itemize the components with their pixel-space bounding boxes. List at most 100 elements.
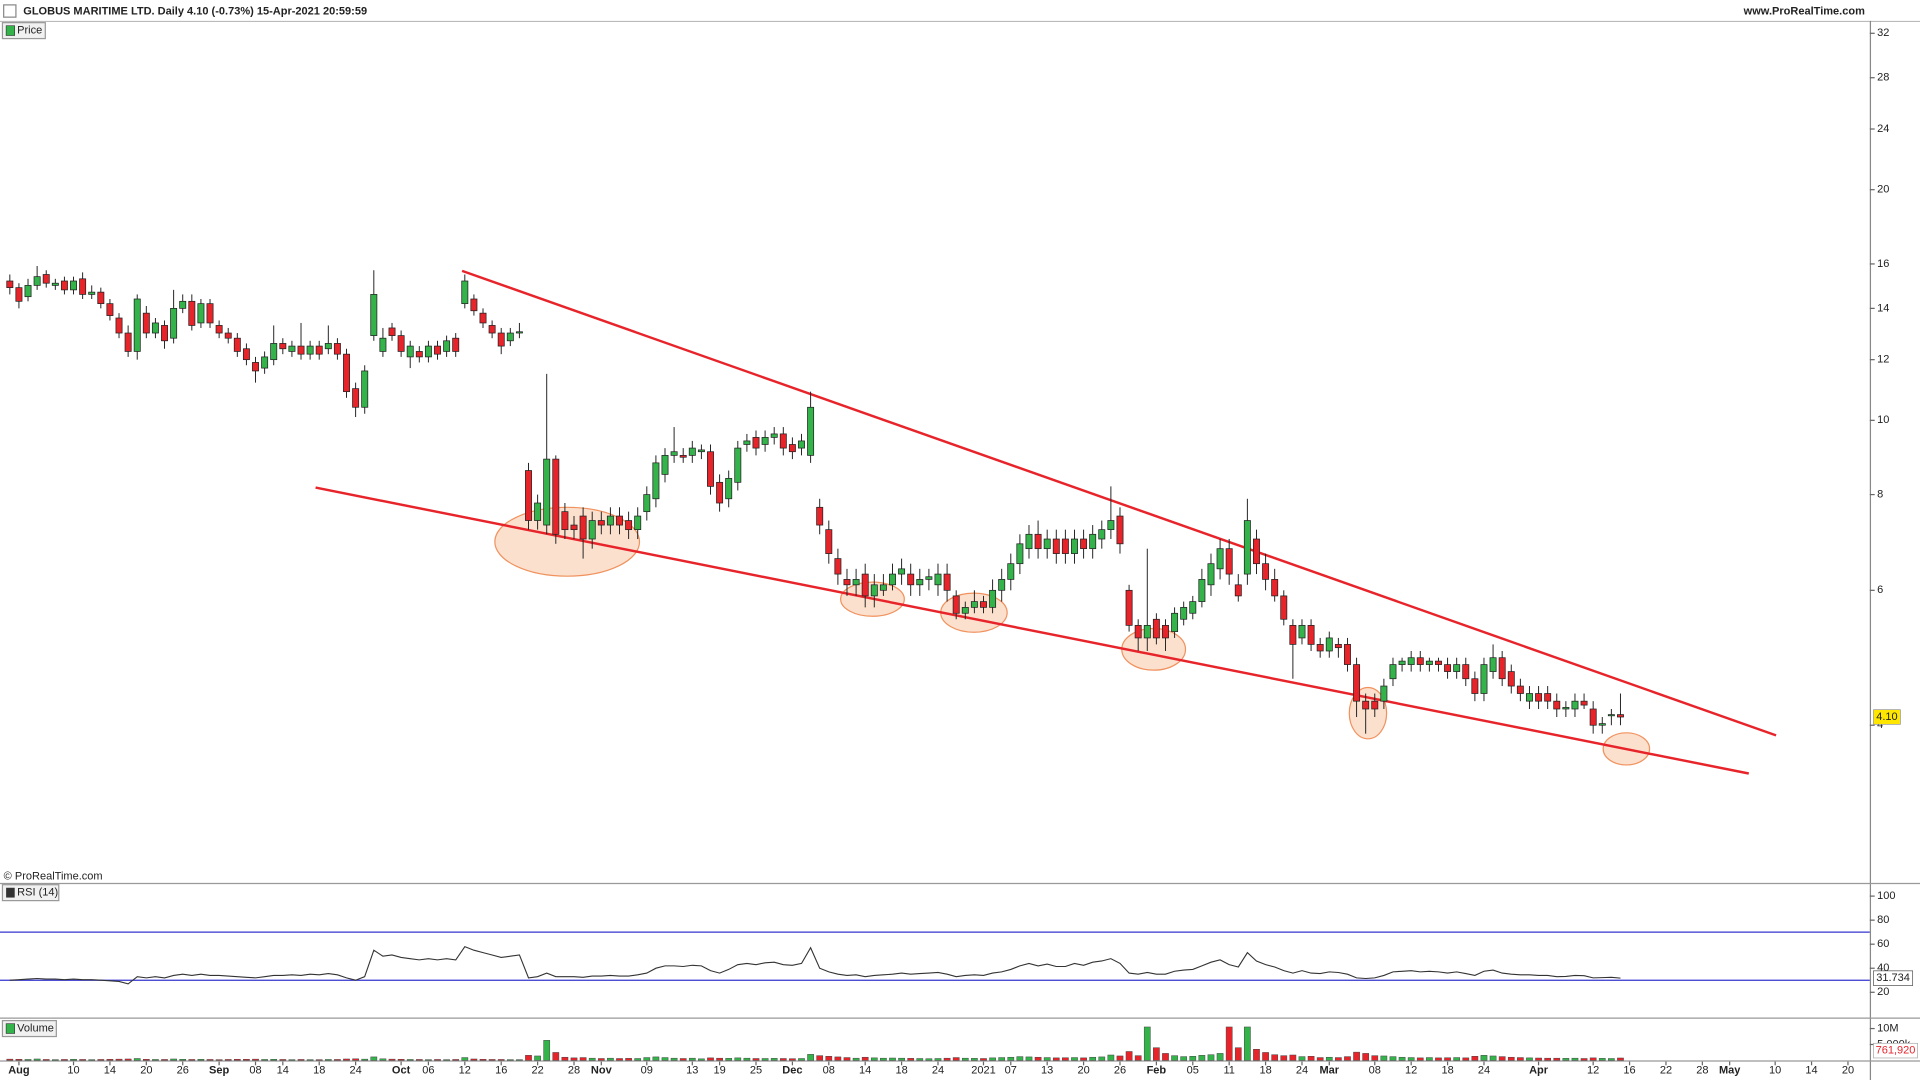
price-label-box[interactable]: Price xyxy=(1,22,46,40)
volume-bar xyxy=(1517,1057,1524,1061)
volume-bar xyxy=(1262,1052,1269,1061)
label-icon xyxy=(5,1023,15,1034)
y-tick-label: 32 xyxy=(1877,27,1889,39)
y-tick-label: 28 xyxy=(1877,72,1889,84)
candle-body xyxy=(1389,664,1397,680)
volume-bar xyxy=(1562,1058,1570,1061)
volume-bar xyxy=(1198,1055,1206,1061)
candle-body xyxy=(434,345,441,355)
candle-body xyxy=(452,337,460,352)
volume-bar xyxy=(1089,1056,1097,1061)
candle-body xyxy=(33,276,41,286)
x-tick-label: 08 xyxy=(1369,1065,1381,1077)
panel-label: Price xyxy=(17,25,42,37)
x-tick-label: 06 xyxy=(422,1065,434,1077)
candle-body xyxy=(15,287,23,302)
candle-body xyxy=(1353,664,1361,702)
volume-bar xyxy=(142,1059,150,1061)
candle-body xyxy=(807,406,815,456)
x-tick-label: 10 xyxy=(67,1065,79,1077)
candle-body xyxy=(716,481,724,504)
volume-bar xyxy=(898,1057,905,1061)
x-tick-label: 20 xyxy=(1842,1065,1854,1077)
rsi-label-box[interactable]: RSI (14) xyxy=(1,884,60,902)
candle-body xyxy=(525,470,532,521)
candle-body xyxy=(1607,714,1615,717)
x-tick-label: 18 xyxy=(313,1065,325,1077)
y-tick-label: 60 xyxy=(1877,938,1889,950)
label-icon xyxy=(5,25,15,36)
candle-body xyxy=(743,440,751,445)
current-value-label: 31.734 xyxy=(1876,972,1910,984)
candle-body xyxy=(1553,700,1561,710)
candle-body xyxy=(816,506,824,526)
volume-bar xyxy=(1034,1056,1042,1061)
candle-body xyxy=(1052,538,1060,554)
candle-body xyxy=(206,303,214,324)
candle-body xyxy=(1562,707,1570,710)
volume-bar xyxy=(670,1057,678,1061)
candle-body xyxy=(1307,625,1315,645)
axes: 32282420161412108641008060402010M5,000kA… xyxy=(8,27,1918,1077)
volume-bar xyxy=(1535,1057,1542,1061)
candle-body xyxy=(1143,625,1151,639)
y-tick-label: 100 xyxy=(1877,890,1895,902)
x-tick-label: 25 xyxy=(750,1065,762,1077)
volume-bar xyxy=(1280,1055,1288,1061)
candle-body xyxy=(297,345,305,355)
volume-bar xyxy=(907,1058,915,1061)
candle-body xyxy=(889,573,896,586)
volume-bar xyxy=(15,1059,23,1061)
candle-body xyxy=(1516,685,1524,694)
candle-body xyxy=(1444,664,1452,672)
volume-bar xyxy=(1498,1056,1506,1061)
candle-body xyxy=(42,274,50,284)
candle-body xyxy=(461,280,469,305)
candle-body xyxy=(980,601,987,608)
candle-body xyxy=(1171,612,1179,632)
candle-body xyxy=(570,524,578,531)
volume-bar xyxy=(1162,1053,1169,1061)
volume-bar xyxy=(79,1059,86,1061)
volume-bar xyxy=(488,1059,496,1061)
candle-body xyxy=(1380,685,1388,702)
candle-body xyxy=(24,285,32,298)
x-tick-label: 12 xyxy=(459,1065,471,1077)
volume-bar xyxy=(233,1059,241,1061)
volume-bar xyxy=(1298,1056,1306,1061)
volume-bar xyxy=(716,1057,723,1061)
candle-body xyxy=(1371,700,1379,710)
volume-bar xyxy=(361,1058,369,1061)
volume-bar xyxy=(1335,1057,1342,1061)
volume-label-box[interactable]: Volume xyxy=(1,1020,57,1038)
volume-bar xyxy=(934,1058,942,1061)
volume-bar xyxy=(197,1059,205,1061)
candle-body xyxy=(652,462,660,500)
candle-body xyxy=(970,601,978,608)
volume-bar xyxy=(1371,1055,1379,1061)
volume-bar xyxy=(1025,1056,1033,1061)
candle-body xyxy=(261,356,269,369)
x-tick-label: 22 xyxy=(531,1065,543,1077)
volume-bar xyxy=(1171,1055,1178,1061)
volume-bar xyxy=(1407,1057,1415,1061)
x-tick-label: 22 xyxy=(1660,1065,1672,1077)
candle-body xyxy=(1125,589,1133,626)
volume-bar xyxy=(516,1059,523,1061)
marks xyxy=(0,266,1870,1061)
volume-bar xyxy=(1553,1057,1561,1061)
candle-body xyxy=(1289,625,1297,645)
rsi-line xyxy=(9,945,1621,985)
y-tick-label: 8 xyxy=(1877,488,1883,500)
candle-body xyxy=(1425,660,1433,665)
candle-body xyxy=(1262,563,1270,580)
x-tick-label: 10 xyxy=(1769,1065,1781,1077)
volume-bar xyxy=(971,1058,978,1061)
candle-body xyxy=(88,291,96,295)
x-tick-label: 26 xyxy=(177,1065,189,1077)
trendline xyxy=(461,269,1777,737)
volume-bar xyxy=(652,1056,660,1061)
candle-body xyxy=(124,332,132,352)
menu-icon[interactable] xyxy=(3,4,17,18)
candle-body xyxy=(606,515,614,526)
